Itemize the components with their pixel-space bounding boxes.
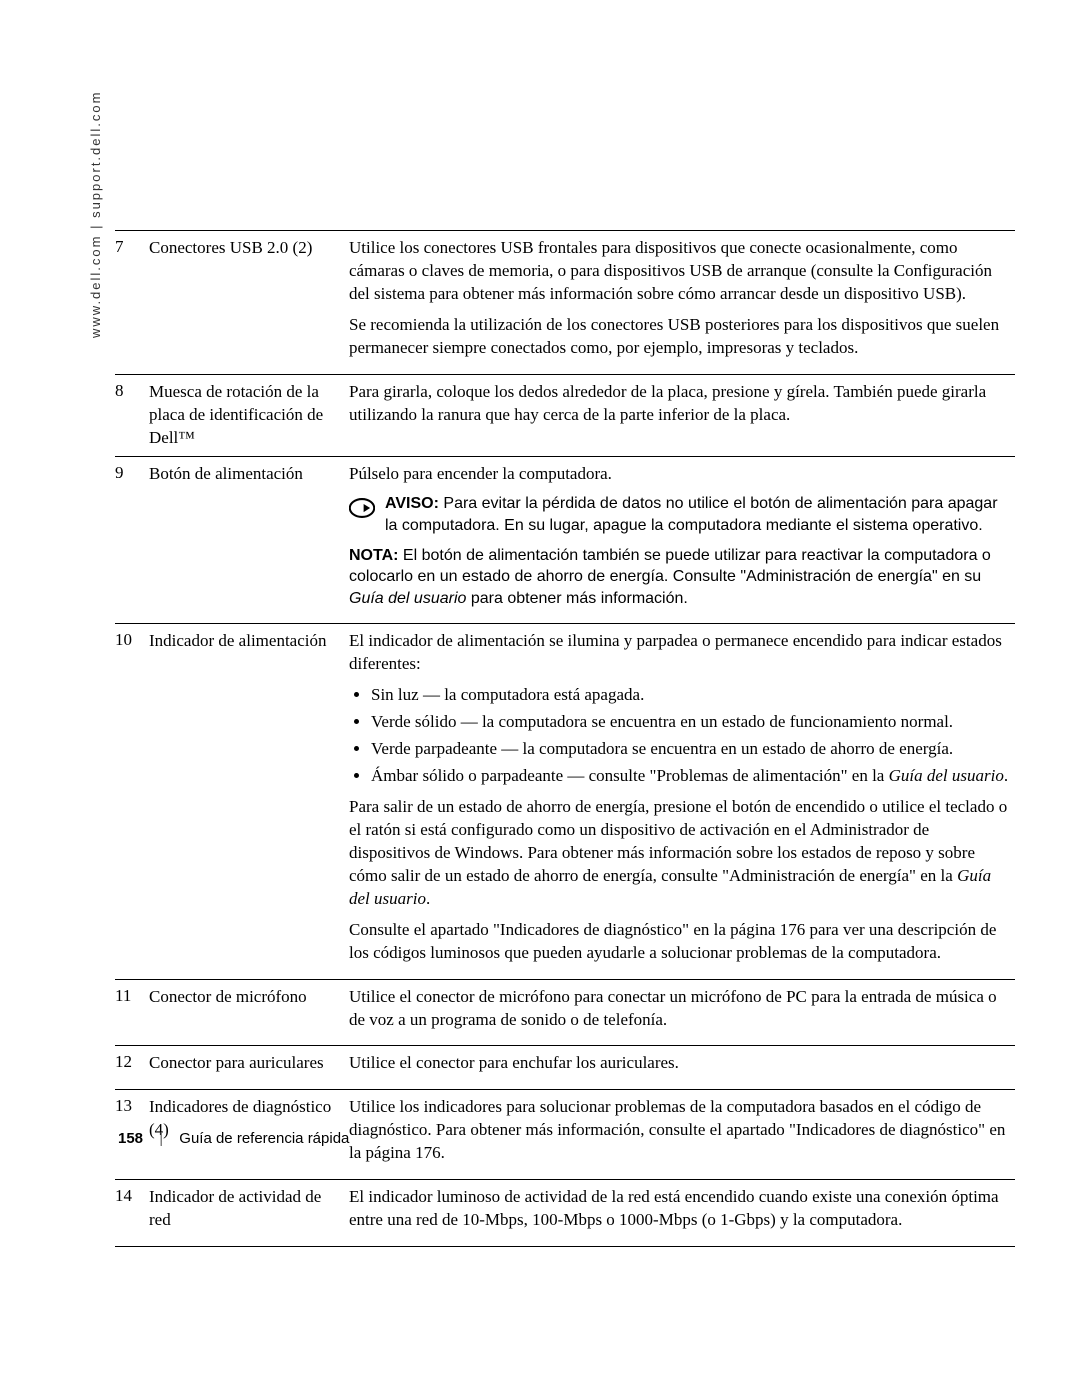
text-italic: Guía del usuario: [889, 766, 1004, 785]
paragraph: El indicador luminoso de actividad de la…: [349, 1186, 1009, 1232]
aviso-body: Para evitar la pérdida de datos no utili…: [385, 495, 998, 534]
table-row: 12 Conector para auriculares Utilice el …: [115, 1046, 1015, 1090]
row-name: Conector para auriculares: [149, 1046, 349, 1090]
footer-title: Guía de referencia rápida: [179, 1130, 349, 1147]
paragraph: Utilice los conectores USB frontales par…: [349, 237, 1009, 306]
paragraph: Utilice los indicadores para solucionar …: [349, 1096, 1009, 1165]
list-item: Sin luz — la computadora está apagada.: [371, 684, 1009, 707]
paragraph: Para girarla, coloque los dedos alrededo…: [349, 381, 1009, 427]
paragraph: Púlselo para encender la computadora.: [349, 463, 1009, 486]
aviso-text: AVISO: Para evitar la pérdida de datos n…: [385, 493, 1009, 536]
paragraph: Utilice el conector para enchufar los au…: [349, 1052, 1009, 1075]
row-desc: Utilice el conector para enchufar los au…: [349, 1046, 1015, 1090]
row-desc: Utilice los conectores USB frontales par…: [349, 231, 1015, 375]
table-row: 14 Indicador de actividad de red El indi…: [115, 1180, 1015, 1247]
aviso-block: AVISO: Para evitar la pérdida de datos n…: [349, 493, 1009, 536]
paragraph: Se recomienda la utilización de los cone…: [349, 314, 1009, 360]
row-name: Indicador de actividad de red: [149, 1180, 349, 1247]
table-row: 8 Muesca de rotación de la placa de iden…: [115, 374, 1015, 456]
text: .: [426, 889, 430, 908]
row-desc: El indicador de alimentación se ilumina …: [349, 624, 1015, 979]
paragraph: El indicador de alimentación se ilumina …: [349, 630, 1009, 676]
text: .: [1004, 766, 1008, 785]
list-item: Ámbar sólido o parpadeante — consulte "P…: [371, 765, 1009, 788]
row-number: 7: [115, 231, 149, 375]
row-number: 11: [115, 979, 149, 1046]
nota-italic: Guía del usuario: [349, 590, 466, 607]
table-row: 7 Conectores USB 2.0 (2) Utilice los con…: [115, 231, 1015, 375]
nota-text-b: para obtener más información.: [466, 590, 687, 607]
row-number: 14: [115, 1180, 149, 1247]
footer-separator: |: [159, 1130, 163, 1147]
sidebar-url: www.dell.com | support.dell.com: [88, 91, 103, 338]
row-number: 8: [115, 374, 149, 456]
text: Para salir de un estado de ahorro de ene…: [349, 797, 1007, 885]
nota-label: NOTA:: [349, 547, 398, 564]
page-number: 158: [118, 1130, 143, 1147]
row-name: Muesca de rotación de la placa de identi…: [149, 374, 349, 456]
row-desc: Púlselo para encender la computadora. AV…: [349, 456, 1015, 624]
row-desc: Utilice el conector de micrófono para co…: [349, 979, 1015, 1046]
row-desc: El indicador luminoso de actividad de la…: [349, 1180, 1015, 1247]
row-number: 10: [115, 624, 149, 979]
paragraph: Utilice el conector de micrófono para co…: [349, 986, 1009, 1032]
list-item: Verde parpadeante — la computadora se en…: [371, 738, 1009, 761]
row-name: Conectores USB 2.0 (2): [149, 231, 349, 375]
table-row: 9 Botón de alimentación Púlselo para enc…: [115, 456, 1015, 624]
table-row: 10 Indicador de alimentación El indicado…: [115, 624, 1015, 979]
row-number: 12: [115, 1046, 149, 1090]
page-footer: 158 | Guía de referencia rápida: [118, 1130, 349, 1147]
nota-text-a: El botón de alimentación también se pued…: [349, 547, 991, 586]
aviso-label: AVISO:: [385, 495, 439, 512]
notice-icon: [349, 495, 375, 521]
table-row: 11 Conector de micrófono Utilice el cone…: [115, 979, 1015, 1046]
paragraph: Consulte el apartado "Indicadores de dia…: [349, 919, 1009, 965]
bullet-list: Sin luz — la computadora está apagada. V…: [349, 684, 1009, 788]
list-item: Verde sólido — la computadora se encuent…: [371, 711, 1009, 734]
row-desc: Utilice los indicadores para solucionar …: [349, 1090, 1015, 1180]
row-name: Botón de alimentación: [149, 456, 349, 624]
text: Ámbar sólido o parpadeante — consulte "P…: [371, 766, 889, 785]
row-number: 9: [115, 456, 149, 624]
row-name: Conector de micrófono: [149, 979, 349, 1046]
row-name: Indicador de alimentación: [149, 624, 349, 979]
paragraph: Para salir de un estado de ahorro de ene…: [349, 796, 1009, 911]
reference-table: 7 Conectores USB 2.0 (2) Utilice los con…: [115, 230, 1015, 1247]
nota-block: NOTA: El botón de alimentación también s…: [349, 545, 1009, 610]
row-desc: Para girarla, coloque los dedos alrededo…: [349, 374, 1015, 456]
table-container: 7 Conectores USB 2.0 (2) Utilice los con…: [115, 230, 1015, 1247]
